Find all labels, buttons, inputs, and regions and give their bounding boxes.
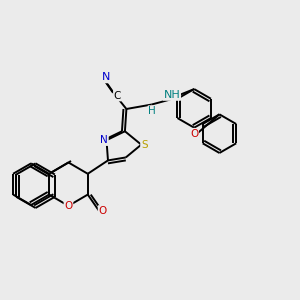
Text: H: H [148, 106, 156, 116]
Text: N: N [102, 73, 110, 82]
Text: O: O [64, 201, 73, 211]
Text: N: N [100, 135, 108, 145]
Text: NH: NH [164, 90, 180, 100]
Text: S: S [141, 140, 148, 150]
Text: C: C [114, 91, 121, 100]
Text: O: O [98, 206, 107, 216]
Text: O: O [190, 129, 198, 139]
